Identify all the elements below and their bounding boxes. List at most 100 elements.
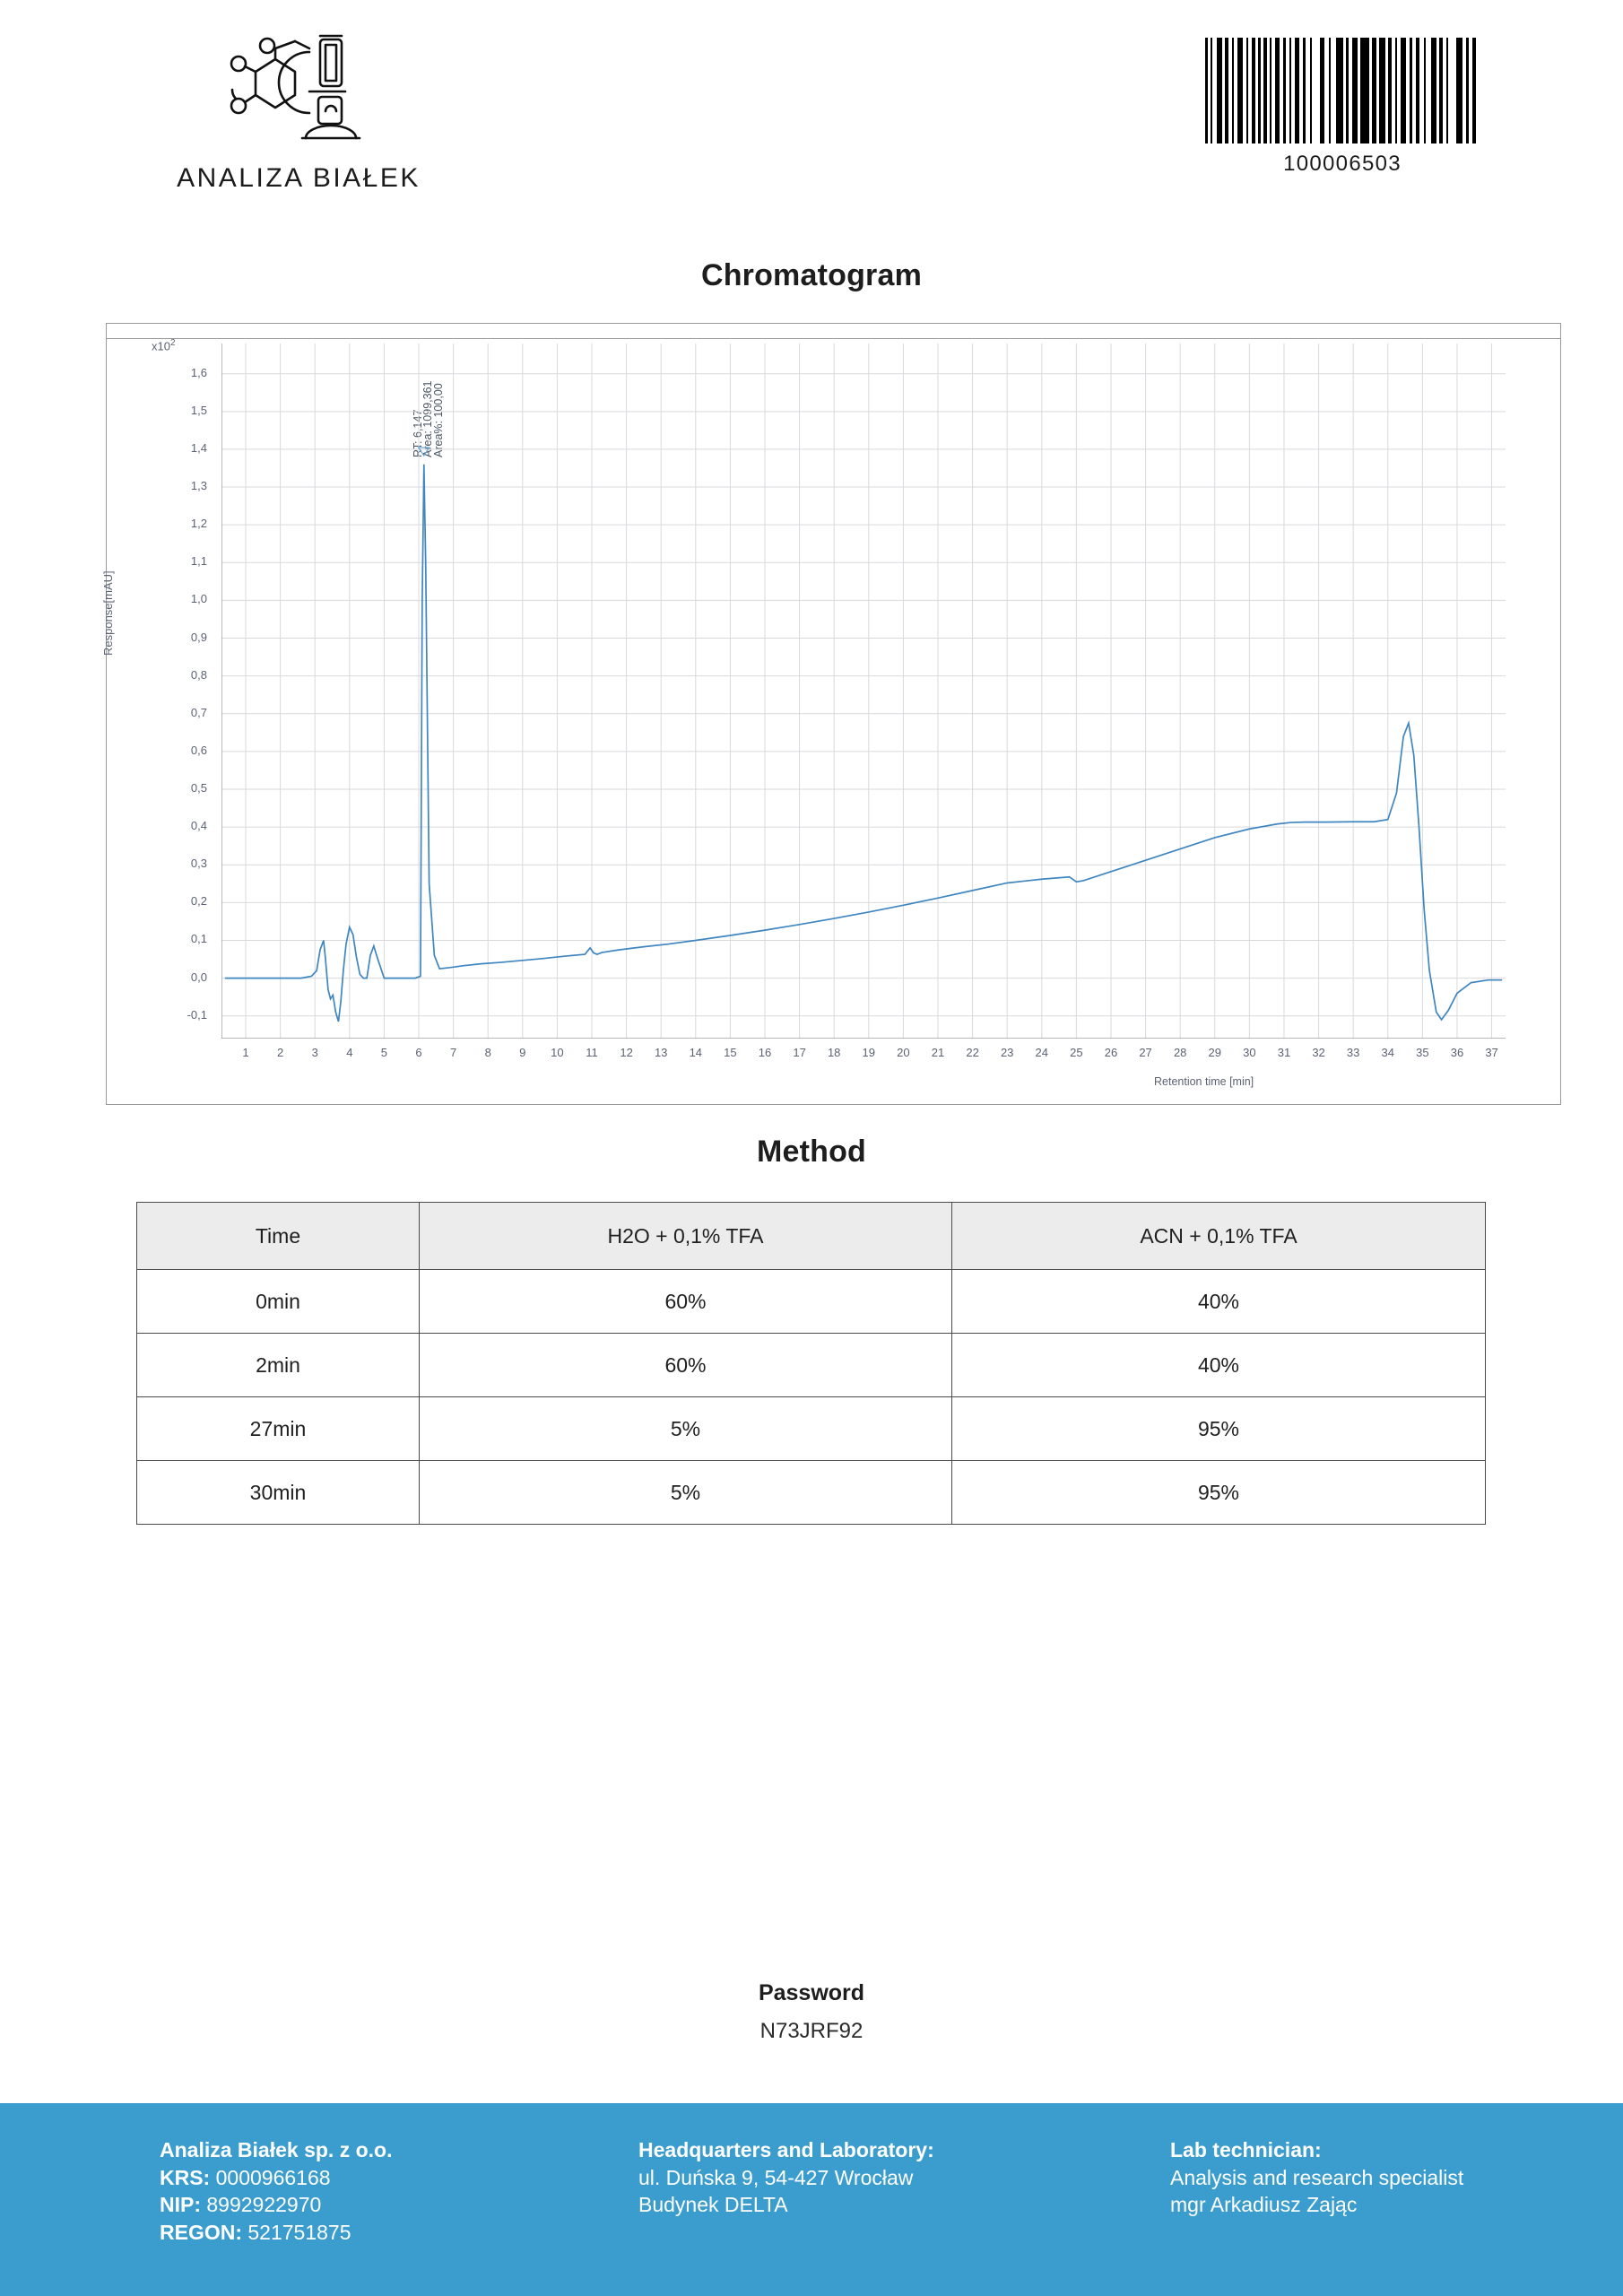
footer-address-line1: ul. Duńska 9, 54-427 Wrocław [638, 2165, 914, 2189]
cell-acn: 40% [951, 1269, 1486, 1334]
chromatogram-title: Chromatogram [700, 258, 923, 292]
plot-area [221, 344, 1506, 1039]
x-tick-label: 37 [1485, 1046, 1498, 1059]
cell-acn: 40% [951, 1333, 1486, 1397]
x-tick-label: 17 [793, 1046, 806, 1059]
page-header: ANALIZA BIAŁEK [0, 0, 1623, 242]
x-axis-title: Retention time [min] [1154, 1075, 1254, 1088]
footer-technician-line1: Analysis and research specialist [1170, 2165, 1464, 2189]
cell-h2o: 5% [419, 1396, 952, 1461]
cell-h2o: 5% [419, 1460, 952, 1525]
x-tick-label: 26 [1104, 1046, 1118, 1059]
grid-lines [221, 344, 1506, 1039]
footer-regon: REGON: 521751875 [160, 2219, 590, 2247]
y-tick-label: 1,0 [190, 592, 207, 606]
x-tick-label: 15 [724, 1046, 737, 1059]
y-tick-label: 1,2 [190, 517, 207, 531]
footer-krs-value: 0000966168 [215, 2165, 331, 2189]
method-table: Time H2O + 0,1% TFA ACN + 0,1% TFA 0min 6… [136, 1202, 1486, 1525]
y-tick-label: 1,3 [190, 479, 207, 493]
x-tick-label: 18 [827, 1046, 841, 1059]
column-header-time: Time [136, 1202, 420, 1270]
footer-regon-value: 521751875 [247, 2220, 352, 2244]
y-tick-label: 0,8 [190, 667, 207, 682]
footer-nip-value: 8992922970 [206, 2193, 322, 2217]
footer-nip: NIP: 8992922970 [160, 2191, 590, 2219]
y-tick-label: 1,6 [190, 365, 207, 379]
x-tick-label: 34 [1381, 1046, 1394, 1059]
x-tick-label: 32 [1312, 1046, 1325, 1059]
y-tick-label: 1,4 [190, 440, 207, 455]
x-tick-label: 30 [1243, 1046, 1256, 1059]
logo-company-name: ANALIZA BIAŁEK [177, 163, 421, 193]
x-tick-label: 25 [1070, 1046, 1083, 1059]
chromatogram-trace [221, 344, 1506, 1039]
cell-time: 27min [136, 1396, 420, 1461]
barcode-icon [1205, 38, 1476, 144]
molecule-microscope-icon [230, 34, 361, 140]
table-row: 30min 5% 95% [136, 1460, 1486, 1525]
table-row: 27min 5% 95% [136, 1396, 1486, 1461]
cell-acn: 95% [951, 1396, 1486, 1461]
cell-time: 30min [136, 1460, 420, 1525]
x-tick-label: 35 [1416, 1046, 1429, 1059]
footer-address: Headquarters and Laboratory: ul. Duńska … [638, 2136, 1105, 2219]
password-label: Password [758, 1980, 865, 2005]
cell-acn: 95% [951, 1460, 1486, 1525]
trace-line [224, 464, 1503, 1022]
y-tick-label: 0,5 [190, 781, 207, 795]
axis-lines [221, 344, 1506, 1039]
y-tick-label: 0,7 [190, 705, 207, 719]
password-value: N73JRF92 [759, 2019, 864, 2043]
x-tick-label: 29 [1208, 1046, 1221, 1059]
cell-time: 0min [136, 1269, 420, 1334]
barcode-block: 100006503 [1194, 38, 1490, 177]
page-footer: Analiza Białek sp. z o.o. KRS: 000096616… [0, 2103, 1623, 2296]
x-tick-label: 27 [1139, 1046, 1152, 1059]
footer-krs-label: KRS: [160, 2165, 211, 2189]
x-tick-label: 14 [689, 1046, 703, 1059]
x-tick-label: 19 [862, 1046, 876, 1059]
x-tick-label: 28 [1173, 1046, 1187, 1059]
footer-company-name: Analiza Białek sp. z o.o. [160, 2138, 393, 2161]
cell-h2o: 60% [419, 1333, 952, 1397]
x-tick-label: 31 [1277, 1046, 1291, 1059]
y-tick-label: 0,3 [190, 857, 207, 871]
y-tick-label: 0,0 [190, 970, 207, 984]
x-tick-label: 33 [1346, 1046, 1360, 1059]
footer-company-info: Analiza Białek sp. z o.o. KRS: 000096616… [160, 2136, 590, 2246]
y-tick-label: 0,2 [190, 894, 207, 909]
x-tick-label: 5 [380, 1046, 388, 1059]
footer-technician-line2: mgr Arkadiusz Zając [1170, 2193, 1358, 2217]
x-tick-label: 20 [897, 1046, 910, 1059]
x-tick-label: 4 [346, 1046, 353, 1059]
cell-time: 2min [136, 1333, 420, 1397]
footer-regon-label: REGON: [160, 2220, 242, 2244]
y-axis-multiplier: x102 [152, 338, 176, 353]
footer-krs: KRS: 0000966168 [160, 2164, 590, 2192]
x-tick-label: 9 [519, 1046, 526, 1059]
y-tick-label: -0,1 [187, 1007, 207, 1022]
footer-technician: Lab technician: Analysis and research sp… [1170, 2136, 1592, 2219]
y-tick-label: 0,6 [190, 743, 207, 757]
x-tick-label: 3 [311, 1046, 318, 1059]
y-tick-label: 1,1 [190, 554, 207, 569]
x-tick-label: 23 [1000, 1046, 1014, 1059]
cell-h2o: 60% [419, 1269, 952, 1334]
password-block: Password N73JRF92 [0, 1980, 1623, 2044]
x-tick-label: 2 [276, 1046, 284, 1059]
company-logo: ANALIZA BIAŁEK [151, 25, 447, 194]
barcode-number: 100006503 [1283, 152, 1402, 176]
table-row: 2min 60% 40% [136, 1333, 1486, 1397]
x-tick-label: 21 [931, 1046, 945, 1059]
x-tick-label: 11 [586, 1046, 598, 1059]
y-axis-title: Response[mAU] [101, 570, 115, 656]
y-tick-label: 0,1 [190, 932, 207, 946]
x-tick-label: 16 [758, 1046, 772, 1059]
x-tick-label: 13 [654, 1046, 668, 1059]
chromatogram-chart: x102 Response[mAU] Retention time [min] … [101, 323, 1561, 1105]
table-row: 0min 60% 40% [136, 1269, 1486, 1334]
method-title: Method [756, 1135, 867, 1169]
x-tick-label: 1 [242, 1046, 249, 1059]
x-tick-label: 24 [1035, 1046, 1049, 1059]
